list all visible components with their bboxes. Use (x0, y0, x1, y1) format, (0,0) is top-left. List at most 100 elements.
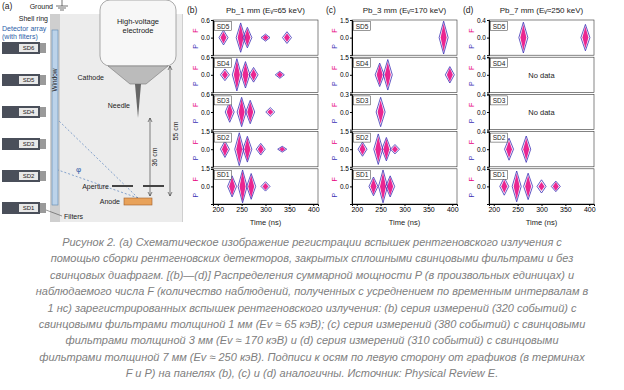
cathode-label: Cathode (78, 74, 105, 81)
y-tick: 0.0 (201, 71, 213, 78)
detector-label: SD5 (23, 77, 35, 83)
y-tick-label: 0.6 (201, 91, 210, 98)
violin-outline (551, 181, 560, 192)
subplot-frame (489, 57, 594, 92)
annotation: No data (528, 71, 555, 80)
subplot-label: SD3 (356, 97, 369, 104)
aperture (112, 185, 133, 187)
series-label: F (192, 66, 199, 70)
marks (439, 21, 448, 54)
ray (58, 170, 138, 198)
subplot-tag (491, 96, 508, 105)
distance-long-head (168, 192, 172, 196)
violin-outline (275, 71, 284, 78)
y-tick-label: 1.5 (340, 165, 349, 172)
detector (2, 138, 40, 150)
y-tick-mark (487, 38, 489, 39)
distance-long-head (168, 66, 172, 70)
annotation: No data (528, 108, 555, 117)
violin-outline (522, 136, 531, 162)
violin-outline (238, 170, 247, 203)
window-label: Window (51, 68, 58, 91)
caption-line: F и P) на панелях (b), (c) и (d) аналоги… (126, 367, 498, 379)
x-tick-label: 200 (488, 206, 500, 213)
subplot-tag (354, 22, 371, 31)
violin-outline (500, 178, 509, 196)
ground-symbol (58, 8, 66, 9)
filter (40, 203, 46, 213)
y-tick-label: 0.0 (477, 146, 486, 153)
subplot-frame (213, 132, 318, 167)
y-tick: 0.0 (477, 183, 489, 190)
y-tick-label: 0.0 (201, 109, 210, 116)
y-axis: 0.00.4 (477, 128, 490, 167)
filters-label: Filters (64, 213, 84, 220)
shell-ring-label: Shell ring (19, 15, 48, 23)
subplot-tag (215, 22, 232, 31)
y-tick: 1.5 (340, 128, 352, 135)
y-tick: 0.6 (201, 54, 213, 61)
y-tick: 0.0 (340, 71, 352, 78)
x-tick: 350 (560, 204, 572, 213)
series-label: P (331, 44, 338, 49)
subplot-tag (215, 59, 232, 68)
panel-label: (a) (2, 1, 13, 11)
x-tick: 200 (488, 204, 500, 213)
violin-outline (243, 27, 252, 48)
y-axis-line (211, 58, 214, 93)
distance-short-head (148, 118, 152, 122)
x-tick: 400 (584, 204, 596, 213)
y-axis-line (487, 58, 490, 93)
electrode-label: electrode (123, 26, 154, 35)
y-tick: 0.0 (477, 109, 489, 116)
detector (2, 42, 40, 54)
series-label: F (468, 66, 475, 70)
y-tick-mark (350, 112, 352, 113)
y-tick-label: 0.0 (477, 109, 486, 116)
y-tick-label: 1.5 (340, 128, 349, 135)
y-tick-mark (350, 94, 352, 95)
y-tick-label: 0.6 (201, 17, 210, 24)
y-tick-mark (487, 186, 489, 187)
subplot-tag (354, 170, 371, 179)
y-tick-mark (211, 132, 213, 133)
y-tick-mark (211, 94, 213, 95)
y-axis: 0.00.6 (201, 17, 214, 56)
panel: (b)Pb_1 mm (Eᵥ≈65 keV)0.00.6FPSD50.00.6F… (187, 5, 320, 227)
x-tick-label: 350 (284, 206, 296, 213)
detector-label: SD6 (23, 45, 35, 51)
violin-outline (246, 100, 255, 123)
y-tick: 0.0 (340, 109, 352, 116)
panel-title: Pb_3 mm (Eᵥ≈170 keV) (363, 6, 447, 15)
y-tick: 0.0 (201, 183, 213, 190)
x-tick-label: 200 (212, 206, 224, 213)
y-tick: 1.5 (201, 128, 213, 135)
subplot-tag (354, 96, 371, 105)
ground-wire (62, 0, 63, 6)
violin-outline (237, 97, 246, 126)
x-tick: 400 (447, 204, 459, 213)
y-tick-label: 0.4 (477, 165, 486, 172)
subplot-label: SD4 (217, 60, 230, 67)
y-tick-label: 0.0 (340, 34, 349, 41)
y-axis-line (487, 169, 490, 204)
subplot-tag (491, 22, 508, 31)
y-axis-line (211, 95, 214, 130)
y-tick: 1.5 (340, 165, 352, 172)
needle-label: Needle (108, 102, 130, 109)
aperture-label: Aperture (82, 183, 109, 191)
subplot-frame (489, 169, 594, 204)
series-label: F (468, 140, 475, 144)
series-label: P (468, 44, 475, 49)
subplot-frame (213, 57, 318, 92)
series-label: F (192, 28, 199, 32)
y-tick-label: 0.0 (340, 109, 349, 116)
x-tick-label: 250 (236, 206, 248, 213)
y-axis-line (350, 21, 353, 56)
y-tick: 0.3 (340, 91, 352, 98)
caption-line: фильтрами толщиной 7 мм (Ev ≈ 250 кэВ). … (39, 351, 585, 363)
detector (2, 202, 40, 214)
detector-tag (19, 44, 38, 52)
violin-outline (220, 69, 229, 81)
x-tick: 200 (212, 204, 224, 213)
